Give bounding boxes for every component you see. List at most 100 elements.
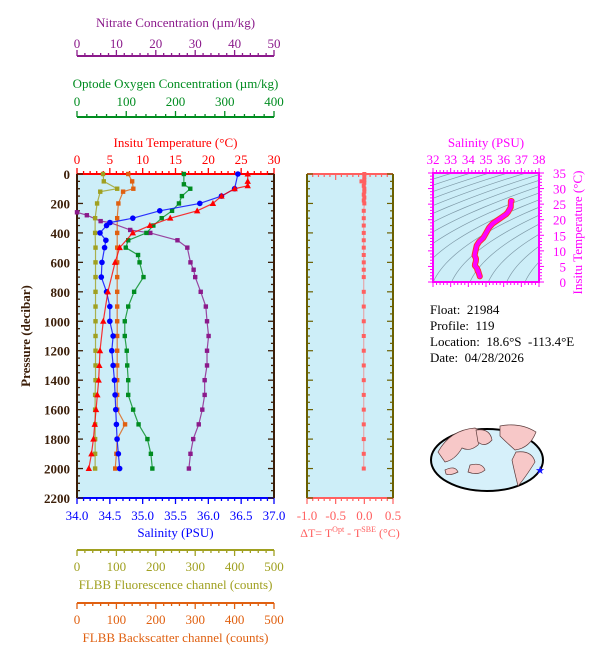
oxygen-tick-label: 200 (166, 94, 186, 109)
dt-point (361, 275, 366, 280)
dt-tick-label: -0.5 (325, 508, 346, 523)
location-map: ★ (430, 424, 545, 492)
oxygen-tick-label: 300 (215, 94, 235, 109)
pressure-tick-label: 1200 (44, 344, 70, 359)
dt-axis-title-part: ΔT= T (300, 526, 333, 540)
oxygen-tick-label: 0 (74, 94, 81, 109)
dt-point (361, 304, 366, 309)
pressure-tick-label: 1000 (44, 314, 70, 329)
oxygen-series (122, 171, 193, 471)
fluorescence-tick-label: 400 (225, 559, 245, 574)
nitrate-point (191, 436, 196, 442)
backscatter-point (116, 201, 121, 206)
nitrate-point (188, 260, 193, 265)
ts-x-tick-label: 37 (515, 152, 529, 167)
temperature-point (90, 435, 97, 442)
backscatter-point (129, 179, 135, 184)
salinity-point (112, 406, 119, 413)
oxygen-point (144, 230, 149, 236)
ts-y-tick-label: 35 (553, 166, 566, 181)
salinity-point (235, 171, 241, 177)
dt-tick-label: -1.0 (297, 508, 318, 523)
fluorescence-point (114, 186, 120, 191)
oxygen-point (126, 377, 131, 383)
temperature-point (96, 347, 104, 354)
backscatter-tick-label: 300 (185, 612, 205, 627)
fluorescence-point (92, 466, 98, 471)
dt-point (361, 238, 366, 243)
fluorescence-point (100, 171, 106, 177)
dt-point (361, 348, 366, 353)
oxygen-point (126, 238, 131, 243)
temperature-point (94, 391, 101, 398)
salinity-point (107, 318, 113, 325)
dt-point (361, 253, 366, 257)
map-landmass (475, 429, 493, 445)
backscatter-point (120, 189, 126, 194)
profile-number: Profile: 119 (430, 318, 495, 333)
ts-y-tick-label: 0 (560, 275, 567, 290)
dt-point (361, 198, 366, 203)
density-contour (433, 186, 539, 233)
nitrate-point (198, 289, 203, 295)
fluorescence-axis-title: FLBB Fluorescence channel (counts) (79, 577, 273, 592)
salinity-point (111, 377, 118, 383)
dt-point (361, 260, 366, 265)
density-contour (433, 174, 539, 214)
salinity-point (110, 333, 116, 339)
backscatter-point (114, 260, 120, 265)
dt-axis-title-part: Opt (332, 525, 345, 534)
dt-point (362, 180, 367, 185)
nitrate-point (148, 230, 153, 236)
temperature-point (244, 182, 251, 189)
dt-point (361, 319, 366, 324)
temperature-point (231, 185, 238, 192)
density-contour (433, 180, 539, 223)
salinity-point (115, 451, 122, 457)
oxygen-point (122, 319, 127, 324)
density-contour (524, 261, 539, 282)
temperature-tick-label: 5 (107, 152, 114, 167)
fluorescence-point (101, 179, 106, 184)
fluorescence-point (93, 260, 98, 265)
backscatter-tick-label: 400 (225, 612, 245, 627)
oxygen-point (169, 208, 175, 214)
ts-x-tick-label: 34 (462, 152, 476, 167)
fluorescence-point (93, 289, 98, 295)
pressure-tick-label: 2000 (44, 462, 70, 477)
nitrate-point (204, 363, 210, 368)
map-landmass (499, 424, 537, 451)
plot-background (77, 174, 274, 498)
oxygen-point (130, 407, 136, 412)
oxygen-point (145, 436, 150, 442)
backscatter-point (114, 215, 120, 221)
fluorescence-point (92, 215, 98, 221)
pressure-tick-label: 600 (51, 255, 71, 270)
ts-x-axis-title: Salinity (PSU) (448, 135, 524, 150)
ts-x-tick-label: 32 (427, 152, 440, 167)
nitrate-point (202, 377, 207, 383)
temperature-point (111, 258, 119, 265)
oxygen-point (122, 333, 127, 339)
salinity-point (97, 230, 103, 236)
dt-point (361, 466, 366, 471)
oxygen-point (123, 245, 128, 250)
salinity-point (196, 200, 203, 207)
dt-point (361, 245, 366, 250)
temperature-point (244, 170, 251, 177)
nitrate-point (185, 245, 190, 250)
ts-y-axis-title: Insitu Temperature (°C) (570, 171, 585, 295)
dt-background (307, 174, 393, 498)
dt-axis-title-part: (°C) (376, 526, 400, 540)
salinity-point (107, 303, 113, 310)
oxygen-point (125, 363, 130, 368)
oxygen-point (124, 348, 129, 353)
temperature-point (193, 207, 201, 214)
oxygen-point (150, 466, 155, 471)
density-contour (451, 214, 539, 282)
temperature-tick-label: 0 (74, 152, 81, 167)
temperature-point (146, 222, 154, 229)
dt-point (362, 177, 367, 182)
oxygen-tick-label: 400 (264, 94, 284, 109)
